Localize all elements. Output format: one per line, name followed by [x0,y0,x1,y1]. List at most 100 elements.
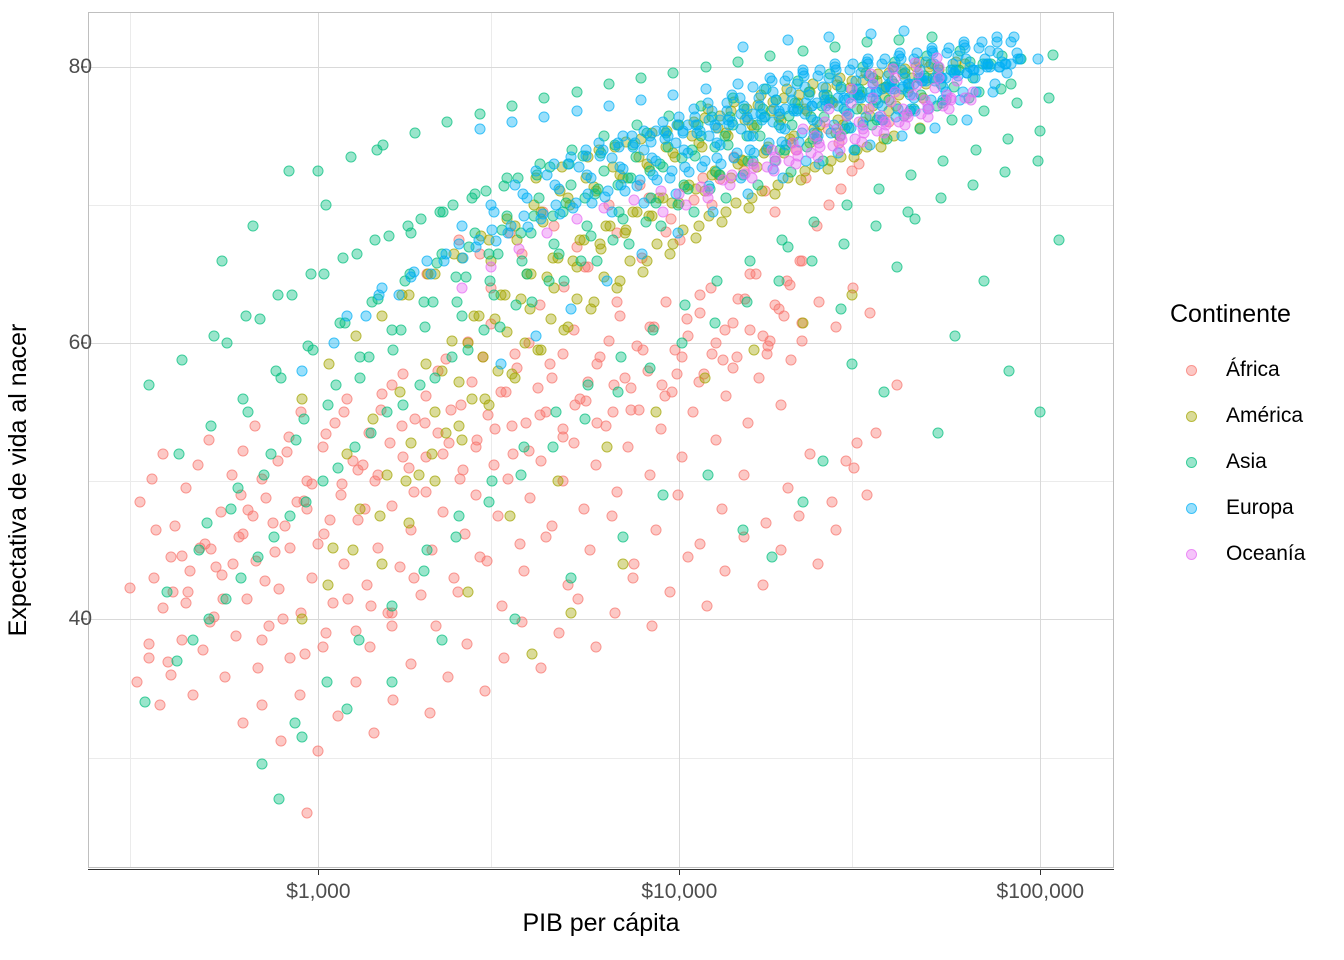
scatter-point [462,344,474,356]
scatter-point [429,475,441,487]
scatter-point [448,572,460,584]
scatter-point [366,296,378,308]
scatter-point [131,676,143,688]
scatter-point [776,234,788,246]
scatter-point [817,81,829,93]
scatter-point [979,53,991,65]
scatter-point [436,365,448,377]
plot-panel[interactable] [88,12,1114,868]
scatter-point [627,572,639,584]
scatter-point [270,365,282,377]
scatter-point [670,137,682,149]
scatter-point [876,83,888,95]
scatter-point [550,406,562,418]
scatter-point [738,469,750,481]
scatter-point [323,358,335,370]
scatter-point [571,105,583,117]
scatter-point [387,344,399,356]
scatter-point [769,188,781,200]
scatter-point [486,224,498,236]
scatter-point [296,365,308,377]
scatter-point [565,303,577,315]
scatter-point [630,151,642,163]
scatter-point [429,406,441,418]
scatter-point [434,206,446,218]
scatter-point [846,165,858,177]
scatter-point [679,299,691,311]
scatter-point [535,213,547,225]
scatter-point [651,238,663,250]
scatter-point [233,531,245,543]
scatter-point [421,544,433,556]
scatter-point [513,243,525,255]
scatter-point [752,179,764,191]
scatter-point [418,296,430,308]
scatter-point [873,183,885,195]
scatter-point [466,192,478,204]
scatter-point [318,528,330,540]
scatter-point [1053,234,1065,246]
scatter-point [230,630,242,642]
scatter-point [951,75,963,87]
scatter-point [441,116,453,128]
scatter-point [830,321,842,333]
scatter-point [1008,31,1020,43]
scatter-point [638,197,650,209]
scatter-point [680,199,691,211]
scatter-point [540,531,552,543]
scatter-point [384,437,396,449]
scatter-point [693,220,705,232]
scatter-point [1034,406,1046,418]
legend-item-europa[interactable]: Europa [1168,485,1344,531]
scatter-point [845,97,857,109]
scatter-point [208,330,220,342]
legend-item-label: Asia [1226,450,1267,473]
scatter-point [603,335,615,347]
scatter-point [817,455,829,467]
legend-item-oceanía[interactable]: Oceanía [1168,531,1344,577]
scatter-point [506,368,518,380]
scatter-point [926,31,938,43]
scatter-point [374,510,386,522]
scatter-point [727,362,739,374]
scatter-point [650,524,662,536]
scatter-point [578,503,590,515]
scatter-point [296,613,308,625]
scatter-point [460,271,472,283]
scatter-point [269,546,281,558]
scatter-point [502,227,514,239]
scatter-point [146,473,158,485]
scatter-point [530,165,542,177]
scatter-point [814,64,826,76]
scatter-point [456,310,468,322]
scatter-point [235,572,247,584]
scatter-point [403,517,415,529]
scatter-point [353,634,365,646]
scatter-point [845,122,857,134]
legend-item-américa[interactable]: América [1168,393,1344,439]
scatter-point [875,110,887,122]
scatter-point [617,213,629,225]
gridline-major-vertical [1040,12,1042,868]
scatter-point [635,94,647,106]
scatter-point [328,337,340,349]
scatter-point [317,441,329,453]
scatter-point [272,289,284,301]
legend-item-áfrica[interactable]: África [1168,347,1344,393]
scatter-point [711,137,723,149]
legend-item-asia[interactable]: Asia [1168,439,1344,485]
scatter-point [515,227,527,239]
scatter-point [779,103,791,115]
scatter-point [182,586,194,598]
scatter-point [506,116,518,128]
scatter-point [941,89,953,101]
scatter-point [767,116,779,128]
y-axis-title: Expectativa de vida al nacer [3,323,32,637]
scatter-point [376,558,388,570]
scatter-point [614,310,626,322]
scatter-point [775,122,787,134]
scatter-point [946,114,958,126]
scatter-point [606,510,618,522]
scatter-point [520,417,532,429]
scatter-point [688,206,700,218]
